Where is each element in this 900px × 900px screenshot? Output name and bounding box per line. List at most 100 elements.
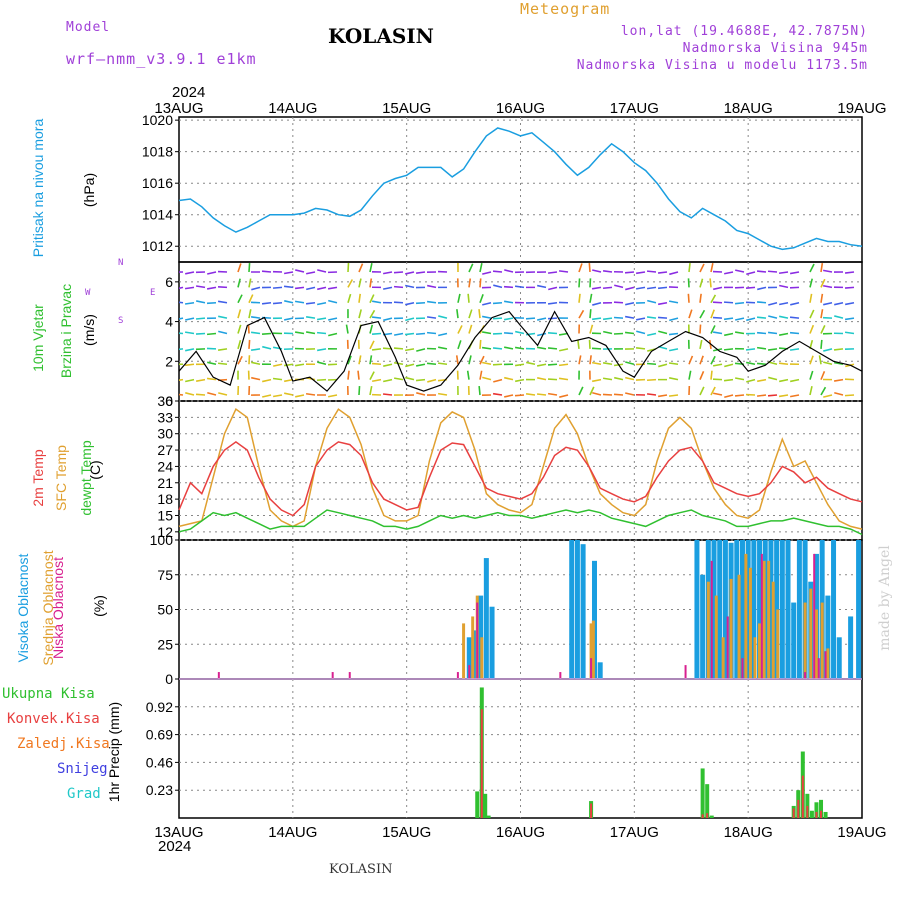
cloud-bar-low: [217, 672, 220, 679]
wind-arrow: [179, 317, 184, 320]
wind-arrow: [768, 315, 778, 319]
sfc-temp-line: [178, 408, 863, 530]
wind-arrow: [317, 301, 327, 306]
wind-arrow: [646, 270, 657, 273]
wind-arrow: [845, 301, 855, 306]
precip-total-label: Ukupna Kisa: [2, 686, 95, 702]
wind-arrow: [844, 286, 855, 289]
wind-arrow: [779, 284, 789, 289]
cloud-bar-high: [848, 616, 854, 679]
wind-arrow: [778, 271, 789, 275]
wind-arrow: [844, 317, 855, 321]
wind-arrow: [284, 317, 294, 321]
wind-arrow: [468, 355, 472, 365]
cloud-bar-high: [831, 540, 837, 679]
wind-arrow: [713, 363, 723, 367]
wind-arrow: [589, 355, 592, 365]
wind-arrow: [295, 394, 305, 398]
wind-arrow: [393, 377, 404, 381]
wind-arrow: [217, 348, 228, 351]
wind-arrow: [184, 301, 195, 305]
wind-arrow: [415, 301, 426, 305]
wind-arrow: [537, 363, 547, 367]
wind-arrow: [248, 262, 251, 273]
wind-arrow: [578, 278, 581, 288]
wind-arrow: [823, 361, 833, 366]
wind-arrow: [383, 317, 393, 322]
wind-arrow: [369, 278, 373, 288]
y-tick-label: 4: [165, 314, 173, 330]
panel-frame: [178, 400, 863, 541]
x-tick-label-bottom: 17AUG: [610, 824, 659, 841]
wind-arrow: [668, 362, 679, 366]
wind-arrow: [317, 286, 327, 291]
wind-arrow: [438, 332, 448, 337]
cloud-bar-mid: [776, 609, 780, 679]
y-tick-label: 0.69: [146, 727, 173, 743]
wind-arrow: [250, 331, 261, 335]
cloud-bar-mid: [820, 602, 824, 679]
wind-arrow: [613, 393, 624, 396]
wind-arrow: [578, 309, 585, 319]
wind-arrow: [657, 301, 668, 306]
wind-arrow: [294, 286, 305, 290]
wind-arrow: [669, 348, 679, 352]
wind-arrow: [206, 286, 217, 290]
precip-strat-label: Zaledj.Kisa: [17, 736, 110, 752]
wind-arrow: [592, 378, 602, 383]
wind-arrow: [790, 378, 800, 383]
cloud-bar-low: [590, 658, 593, 679]
wind-arrow: [844, 394, 855, 397]
cloud-bar-low: [710, 560, 713, 679]
wind-arrow: [625, 315, 635, 319]
wind-arrow: [250, 316, 261, 319]
cloud-bar-high: [856, 540, 862, 679]
cloud-bar-high: [739, 540, 745, 679]
wind-arrow: [382, 347, 393, 350]
wind-arrow: [625, 361, 635, 366]
compass-west: W: [85, 288, 91, 298]
wind-arrow: [405, 301, 415, 306]
wind-arrow: [669, 317, 679, 322]
x-tick-label-bottom: 19AUG: [837, 824, 886, 841]
wind-arrow: [479, 278, 482, 288]
wind-arrow: [844, 271, 855, 274]
wind-arrow: [809, 386, 813, 396]
wind-arrow: [457, 340, 462, 350]
cloud-bar-high: [796, 540, 802, 679]
wind-arrow: [699, 324, 702, 334]
wind-arrow: [820, 278, 826, 288]
cloud-bar-low: [476, 602, 479, 679]
wind-arrow: [558, 332, 569, 336]
cloud-bar-low: [824, 651, 827, 679]
precip-bar-conv: [590, 803, 593, 818]
wind-arrow: [372, 378, 382, 383]
wind-arrow: [416, 348, 426, 352]
wind-arrow: [479, 263, 483, 273]
wind-arrow: [578, 355, 582, 365]
wind-arrow: [820, 371, 826, 380]
wind-arrow: [515, 378, 525, 383]
y-tick-label: 6: [165, 274, 173, 290]
wind-arrow: [184, 363, 195, 367]
wind-arrow: [283, 285, 294, 289]
altitude-label: Nadmorska Visina 945m: [682, 41, 868, 56]
wind-arrow: [809, 370, 814, 380]
wind-arrow: [514, 363, 525, 367]
wind-arrow: [746, 361, 756, 366]
wind-arrow: [713, 286, 723, 291]
wind-arrow: [316, 317, 327, 321]
cloud-bar-low: [817, 658, 820, 679]
wind-arrow: [284, 300, 294, 304]
y-tick-label: 0.92: [146, 699, 173, 715]
cloud-bar-high: [734, 540, 740, 679]
wind-arrow: [306, 286, 316, 291]
wind-arrow: [306, 271, 316, 275]
wind-arrow: [248, 294, 254, 304]
wind-arrow: [272, 301, 283, 305]
cloud-bar-high: [711, 540, 717, 679]
wind-arrow: [294, 363, 305, 367]
wind-arrow: [345, 324, 349, 334]
wind-arrow: [547, 363, 558, 366]
cloud-bar-mid: [744, 553, 748, 679]
